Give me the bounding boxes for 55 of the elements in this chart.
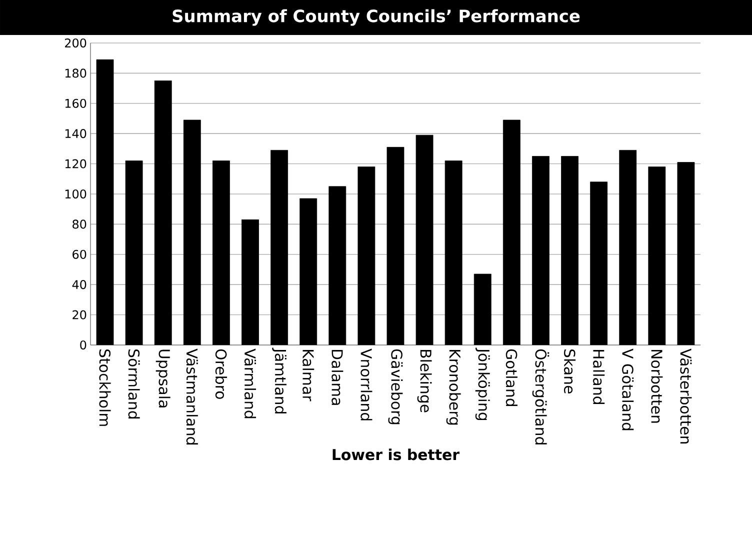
bar <box>358 166 376 345</box>
chart-title: Summary of County Councils’ Performance <box>172 9 580 26</box>
x-tick-label: Orebro <box>215 349 227 399</box>
x-tick-label: Gotland <box>506 349 518 406</box>
y-tick-label: 160 <box>65 98 86 108</box>
bar <box>242 219 259 345</box>
x-tick-label: Gävieborg <box>388 349 403 424</box>
x-tick-label: Västerbotten <box>680 348 692 444</box>
bar <box>532 156 550 345</box>
x-tick-label: Kronoberg <box>446 350 461 425</box>
x-tick-label: Sörmland <box>128 349 140 418</box>
bar <box>183 120 201 345</box>
bar <box>444 160 462 345</box>
bar <box>300 198 318 345</box>
x-tick-label: Värmland <box>244 348 256 418</box>
y-tick-label: 100 <box>65 189 86 199</box>
bar <box>270 150 288 345</box>
x-axis-title: Lower is better <box>332 448 460 460</box>
x-tick-label: Dalama <box>332 350 344 405</box>
bar <box>96 59 114 345</box>
y-tick-label: 140 <box>65 129 86 138</box>
y-tick-label: 180 <box>65 68 86 78</box>
x-tick-label: Stockholm <box>99 349 111 426</box>
y-tick-label: 20 <box>72 310 86 320</box>
x-tick-label: Norbotten <box>651 350 663 423</box>
bar <box>648 166 666 345</box>
bar <box>328 186 346 345</box>
y-tick-label: 200 <box>65 38 86 48</box>
bar <box>154 80 172 345</box>
x-tick-label: Vnorrland <box>360 348 372 420</box>
x-tick-label: Halland <box>593 350 605 404</box>
y-tick-label: 0 <box>80 340 86 350</box>
y-tick-label: 60 <box>72 250 86 259</box>
y-tick-label: 80 <box>72 220 86 229</box>
y-tick-label: 120 <box>65 159 86 168</box>
x-tick-label: Jämtland <box>272 348 286 414</box>
bar <box>416 134 434 345</box>
x-tick-label: V Götaland <box>622 348 634 430</box>
x-tick-label: Östergötland <box>532 349 550 444</box>
bar <box>212 160 230 345</box>
bar <box>677 162 695 345</box>
bar <box>386 146 404 345</box>
x-tick-label: Västmanland <box>186 348 198 444</box>
x-tick-label: Jönköping <box>475 348 490 420</box>
bar <box>502 120 520 345</box>
x-tick-label: Skane <box>564 349 576 394</box>
x-tick-label: Uppsala <box>156 350 170 408</box>
bar <box>125 160 143 345</box>
y-tick-label: 40 <box>72 280 86 290</box>
bar <box>474 274 492 345</box>
x-tick-label: Blekinge <box>417 350 432 412</box>
bar <box>619 150 637 345</box>
x-tick-label: Kalmar <box>302 350 314 402</box>
bar <box>590 182 608 345</box>
bar <box>561 156 578 345</box>
